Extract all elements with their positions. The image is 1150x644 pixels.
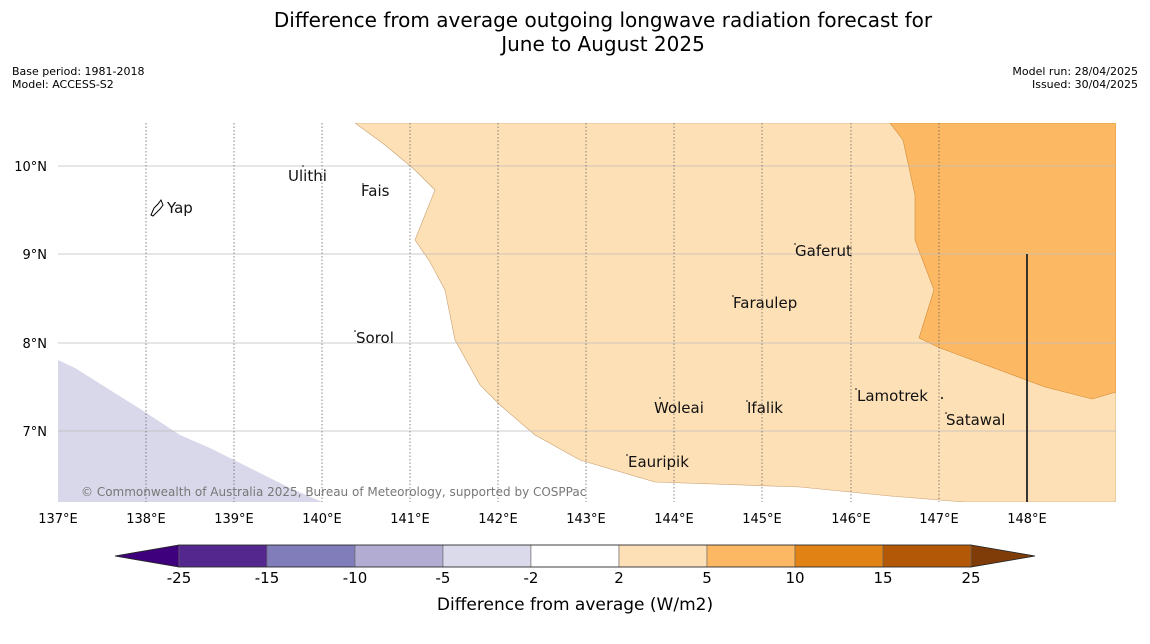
colorbar-tick: 25 bbox=[961, 569, 980, 587]
title-line-1: Difference from average outgoing longwav… bbox=[273, 8, 933, 32]
lon-label-146e: 146°E bbox=[831, 512, 871, 527]
colorbar bbox=[114, 544, 1036, 568]
island-dots bbox=[302, 165, 947, 456]
yap-island-shape bbox=[150, 198, 164, 217]
lon-label-137e: 137°E bbox=[38, 512, 78, 527]
place-gaferut: Gaferut bbox=[795, 242, 852, 260]
place-woleai: Woleai bbox=[654, 399, 704, 417]
lat-label-7n: 7°N bbox=[23, 425, 48, 440]
place-fais: Fais bbox=[361, 182, 390, 200]
title-line-2: June to August 2025 bbox=[501, 32, 705, 56]
lon-grid bbox=[145, 123, 940, 502]
meta-right: Model run: 28/04/2025 Issued: 30/04/2025 bbox=[1012, 65, 1138, 91]
lat-label-9n: 9°N bbox=[23, 248, 48, 263]
lon-label-143e: 143°E bbox=[566, 512, 606, 527]
lon-label-147e: 147°E bbox=[919, 512, 959, 527]
map-title: Difference from average outgoing longwav… bbox=[0, 8, 1150, 56]
colorbar-segment bbox=[882, 544, 972, 568]
colorbar-tick: 15 bbox=[873, 569, 892, 587]
issued-date: Issued: 30/04/2025 bbox=[1031, 78, 1138, 91]
colorbar-tick: 2 bbox=[614, 569, 624, 587]
place-yap: Yap bbox=[166, 199, 193, 217]
lon-label-148e: 148°E bbox=[1007, 512, 1047, 527]
place-ifalik: Ifalik bbox=[747, 399, 783, 417]
colorbar-tick: -15 bbox=[255, 569, 280, 587]
model-name: Model: ACCESS-S2 bbox=[12, 78, 114, 91]
lon-label-140e: 140°E bbox=[302, 512, 342, 527]
colorbar-tick: -25 bbox=[167, 569, 192, 587]
colorbar-extend-high bbox=[970, 544, 1036, 568]
place-satawal: Satawal bbox=[946, 411, 1005, 429]
colorbar-tick: -2 bbox=[524, 569, 539, 587]
colorbar-tick: -5 bbox=[436, 569, 451, 587]
colorbar-tick: -10 bbox=[343, 569, 368, 587]
lon-label-142e: 142°E bbox=[478, 512, 518, 527]
model-run: Model run: 28/04/2025 bbox=[1012, 65, 1138, 78]
place-ulithi: Ulithi bbox=[288, 167, 327, 185]
anomaly-region-neg5-to-neg2 bbox=[58, 360, 322, 502]
lat-label-10n: 10°N bbox=[14, 160, 47, 175]
colorbar-label: Difference from average (W/m2) bbox=[437, 595, 713, 615]
place-eauripik: Eauripik bbox=[628, 453, 689, 471]
place-sorol: Sorol bbox=[356, 329, 394, 347]
colorbar-segment bbox=[442, 544, 532, 568]
colorbar-segment bbox=[618, 544, 708, 568]
meta-left: Base period: 1981-2018 Model: ACCESS-S2 bbox=[12, 65, 144, 91]
place-faraulep: Faraulep bbox=[733, 294, 797, 312]
colorbar-tick: 10 bbox=[785, 569, 804, 587]
lat-label-8n: 8°N bbox=[23, 337, 48, 352]
colorbar-segment bbox=[794, 544, 884, 568]
colorbar-segment bbox=[354, 544, 444, 568]
colorbar-segment bbox=[266, 544, 356, 568]
copyright-notice: © Commonwealth of Australia 2025, Bureau… bbox=[81, 485, 586, 499]
place-lamotrek: Lamotrek bbox=[857, 387, 928, 405]
lon-label-141e: 141°E bbox=[390, 512, 430, 527]
colorbar-segment bbox=[530, 544, 620, 568]
lon-label-145e: 145°E bbox=[742, 512, 782, 527]
lon-label-139e: 139°E bbox=[214, 512, 254, 527]
colorbar-outline bbox=[114, 544, 1036, 568]
colorbar-segment bbox=[178, 544, 268, 568]
lon-label-144e: 144°E bbox=[654, 512, 694, 527]
colorbar-segment bbox=[706, 544, 796, 568]
colorbar-tick: 5 bbox=[702, 569, 712, 587]
lon-label-138e: 138°E bbox=[126, 512, 166, 527]
base-period: Base period: 1981-2018 bbox=[12, 65, 145, 78]
colorbar-extend-low bbox=[114, 544, 180, 568]
